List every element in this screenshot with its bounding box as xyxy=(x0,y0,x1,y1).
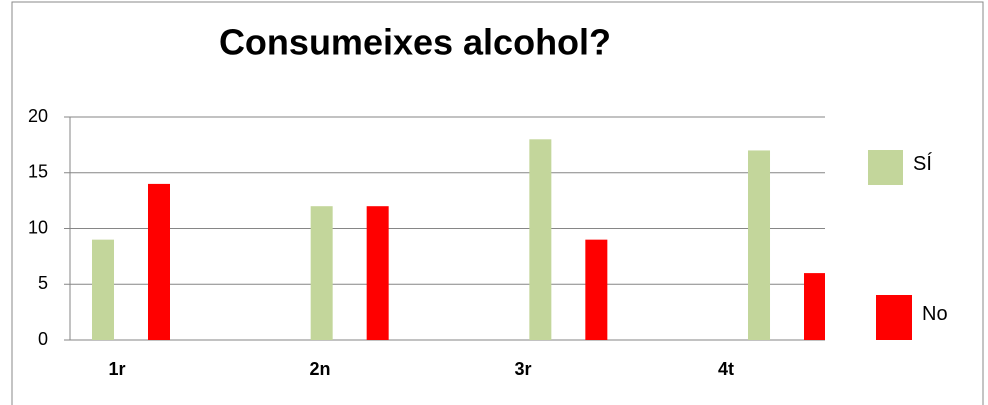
bar xyxy=(529,139,552,340)
y-tick-label: 10 xyxy=(28,217,48,237)
legend-swatch xyxy=(876,295,912,340)
x-tick-label: 2n xyxy=(309,359,330,379)
y-tick-label: 0 xyxy=(38,329,48,349)
bar xyxy=(310,206,333,340)
y-tick-label: 20 xyxy=(28,106,48,126)
bar xyxy=(585,239,608,340)
bar xyxy=(92,239,114,340)
bar xyxy=(748,150,771,340)
legend-swatch xyxy=(868,150,903,185)
bar xyxy=(804,273,825,340)
legend-label: No xyxy=(922,303,948,325)
chart-title: Consumeixes alcohol? xyxy=(219,22,611,63)
legend-label: SÍ xyxy=(913,152,932,175)
x-tick-label: 1r xyxy=(108,359,125,379)
x-tick-label: 3r xyxy=(514,359,531,379)
bar xyxy=(366,206,389,340)
y-tick-label: 5 xyxy=(38,273,48,293)
bar xyxy=(148,183,170,340)
x-tick-label: 4t xyxy=(718,359,734,379)
plot xyxy=(92,139,825,340)
chart-border xyxy=(11,1,984,405)
y-tick-label: 15 xyxy=(28,162,48,182)
